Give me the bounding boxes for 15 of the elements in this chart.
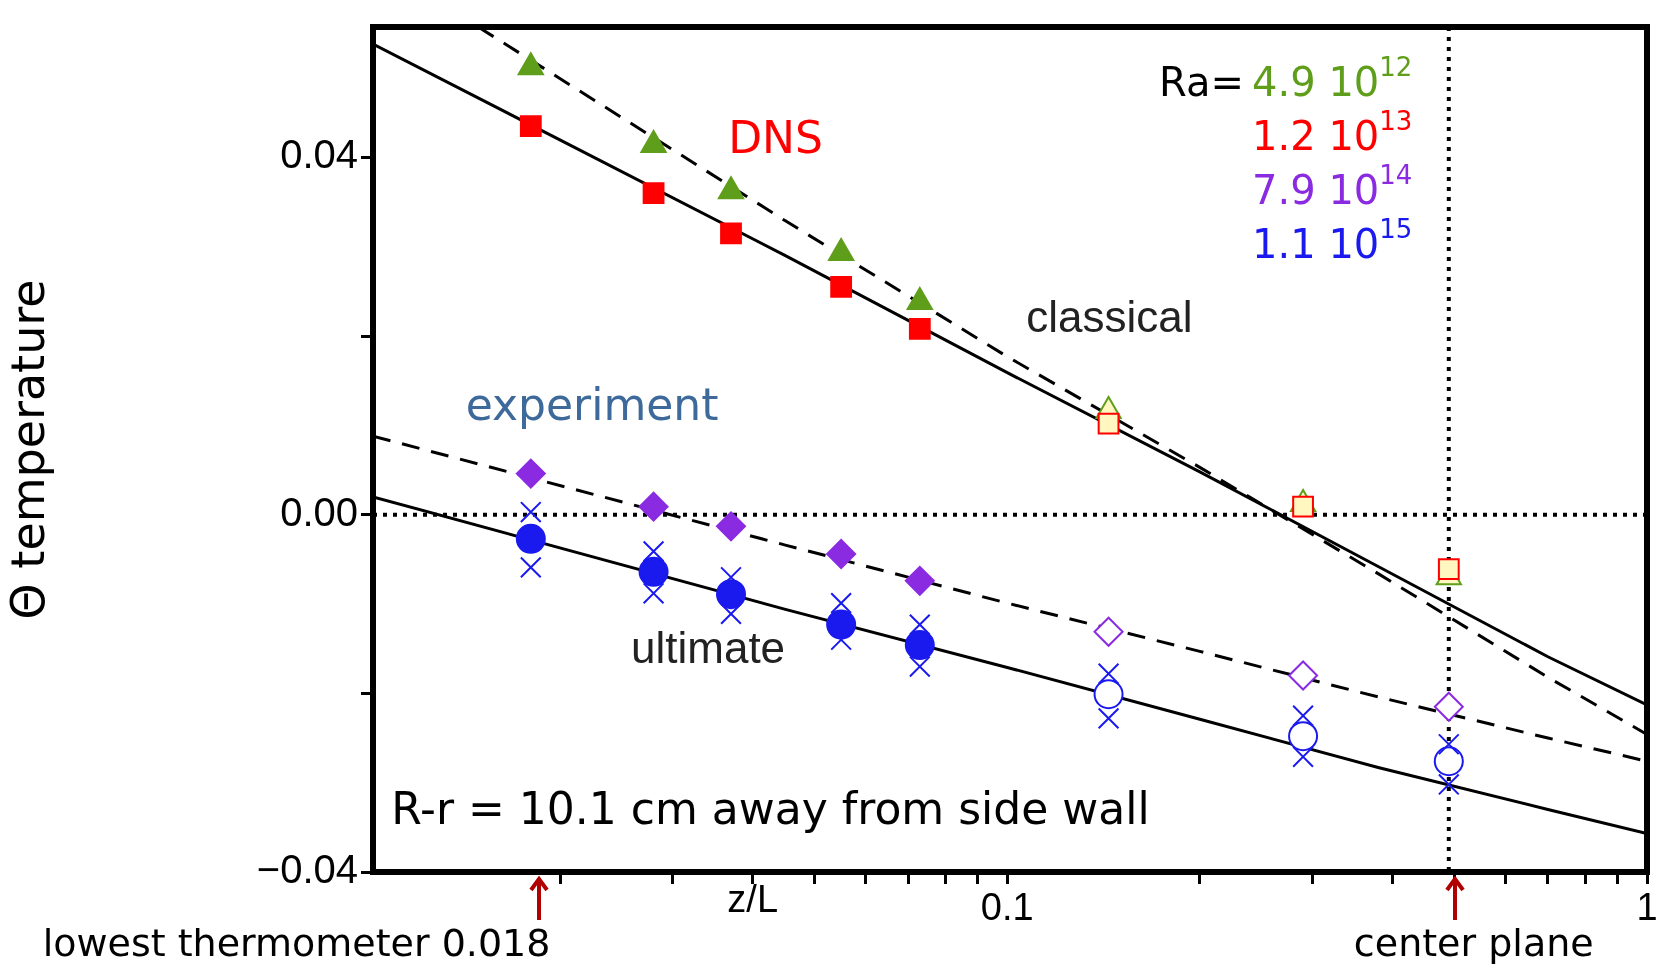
annotation: ultimate [631, 622, 786, 672]
annotation: R-r = 10.1 cm away from side wall [391, 783, 1150, 835]
y-tick-label: 0.04 [280, 132, 358, 177]
y-tick-label: −0.04 [256, 847, 358, 892]
legend-title: Ra= [1159, 58, 1245, 105]
y-axis-title: Θ temperature [0, 279, 55, 620]
annotation: experiment [465, 379, 719, 431]
text: lowest thermometer 0.018 [42, 921, 551, 966]
x-tick-label: 0.1 [980, 886, 1034, 929]
x-axis-title: z/L [727, 878, 779, 921]
y-tick-label: 0.00 [280, 489, 358, 534]
text: center plane [1353, 921, 1594, 966]
annotation: classical [1026, 291, 1193, 341]
x-tick-label: 1 [1636, 886, 1658, 929]
annotation: DNS [728, 112, 823, 164]
